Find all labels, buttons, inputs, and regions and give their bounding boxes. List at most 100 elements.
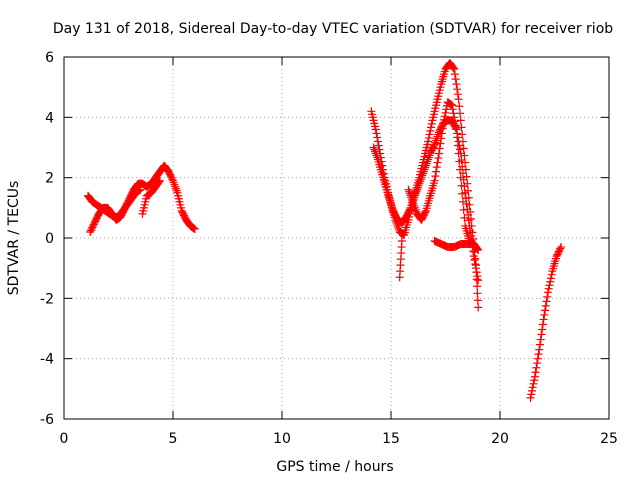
data-point (448, 105, 457, 114)
data-point (394, 223, 403, 232)
data-point (168, 175, 177, 184)
data-point (450, 70, 459, 79)
data-point (374, 141, 383, 150)
data-point (547, 270, 556, 279)
data-point (393, 221, 402, 230)
data-point (408, 197, 417, 206)
data-point (424, 155, 433, 164)
data-point (424, 153, 433, 162)
data-point (155, 176, 164, 185)
data-point (171, 182, 180, 191)
data-point (418, 171, 427, 180)
data-point (472, 244, 481, 253)
y-tick-labels: -6 -4 -2 0 2 4 6 (40, 50, 54, 428)
data-point (450, 113, 459, 122)
data-point (456, 173, 465, 182)
data-point (448, 63, 457, 72)
data-point (373, 133, 382, 142)
data-point (451, 75, 460, 84)
data-point (530, 376, 539, 385)
data-point (426, 126, 435, 135)
data-point (413, 185, 422, 194)
data-point (464, 216, 473, 225)
data-point (454, 95, 463, 104)
data-point (527, 386, 536, 395)
data-point (437, 129, 446, 138)
data-point (543, 288, 552, 297)
data-point (391, 215, 400, 224)
data-point (533, 359, 542, 368)
data-point (453, 85, 462, 94)
data-point (171, 184, 180, 193)
series-morning-arc-c (138, 176, 164, 218)
data-point (431, 138, 440, 147)
data-point (440, 115, 449, 124)
data-point (453, 133, 462, 142)
data-point (456, 145, 465, 154)
data-point (536, 335, 545, 344)
data-point (538, 320, 547, 329)
data-point (169, 176, 177, 185)
data-point (432, 163, 441, 172)
data-point (421, 161, 430, 170)
data-point (459, 205, 468, 214)
data-point (458, 197, 467, 206)
data-point (457, 181, 466, 190)
data-point (469, 240, 478, 249)
data-point (473, 272, 482, 281)
data-point (460, 151, 469, 160)
data-point (423, 157, 432, 166)
x-tick-label: 10 (273, 431, 291, 447)
data-point (458, 189, 467, 198)
data-point (473, 289, 482, 298)
data-point (543, 292, 552, 301)
data-point (440, 112, 449, 121)
data-point (434, 130, 443, 139)
data-point (437, 134, 446, 143)
data-point (451, 121, 460, 130)
data-point (450, 117, 459, 126)
data-point (542, 297, 551, 306)
data-point (190, 224, 199, 233)
x-tick-label: 0 (60, 431, 69, 447)
data-point (416, 177, 425, 186)
data-point (432, 136, 441, 145)
data-point (370, 145, 379, 154)
data-point (408, 195, 417, 204)
data-point (409, 199, 418, 208)
data-point (434, 154, 443, 163)
data-point (541, 306, 550, 315)
data-point (541, 301, 550, 310)
x-tick-label: 25 (600, 431, 618, 447)
x-tick-label: 20 (491, 431, 509, 447)
data-point (469, 252, 478, 261)
data-point (371, 147, 380, 156)
data-point (430, 140, 439, 149)
data-point (458, 130, 467, 139)
data-point (527, 390, 536, 399)
data-point (412, 187, 421, 196)
data-point (405, 189, 414, 198)
data-point (460, 213, 469, 222)
data-point (426, 123, 435, 132)
data-point (453, 90, 462, 99)
data-point (170, 180, 179, 189)
series-night-ramp (526, 243, 566, 402)
data-point (453, 141, 462, 150)
data-point (369, 143, 378, 152)
data-point (427, 119, 436, 128)
data-point (418, 169, 427, 178)
data-point (422, 159, 431, 168)
data-point (373, 153, 382, 162)
data-point (473, 245, 482, 254)
data-point (556, 244, 565, 253)
y-tick-label: 4 (45, 110, 54, 126)
data-point (546, 274, 555, 283)
data-point (452, 80, 461, 89)
data-point (448, 101, 457, 110)
data-point (392, 217, 401, 226)
data-point (404, 185, 413, 194)
axis-ticks (63, 56, 610, 420)
data-point (537, 330, 546, 339)
data-point (452, 125, 461, 134)
